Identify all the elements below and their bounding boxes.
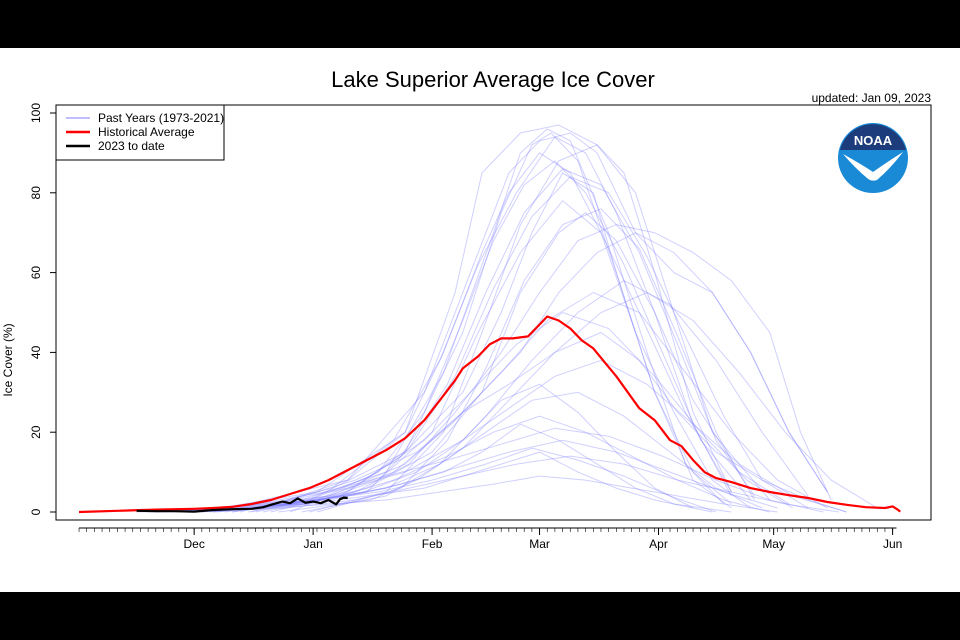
past-year-line — [278, 291, 878, 513]
chart-title: Lake Superior Average Ice Cover — [331, 67, 655, 92]
x-tick-label: May — [762, 537, 785, 551]
plot-frame — [55, 104, 932, 521]
legend-label-past-years: Past Years (1973-2021) — [98, 111, 224, 125]
ice-cover-chart: Lake Superior Average Ice Cover updated:… — [1, 67, 932, 551]
past-year-line — [247, 168, 755, 513]
past-year-line — [255, 176, 809, 513]
past-year-line — [270, 212, 790, 513]
y-tick-label: 80 — [29, 186, 43, 200]
y-tick-label: 20 — [29, 425, 43, 439]
past-year-line — [251, 152, 751, 513]
y-tick-label: 100 — [29, 103, 43, 123]
y-tick-label: 60 — [29, 266, 43, 280]
y-axis-label: Ice Cover (%) — [1, 323, 15, 396]
past-year-line — [178, 475, 778, 513]
x-tick-label: Apr — [649, 537, 668, 551]
past-year-line — [155, 423, 732, 513]
past-year-line — [240, 136, 732, 513]
past-year-line — [209, 439, 778, 513]
past-year-line — [232, 291, 828, 513]
x-tick-label: Feb — [422, 537, 443, 551]
noaa-logo: NOAA — [838, 123, 908, 193]
legend-label-2023: 2023 to date — [98, 139, 165, 153]
series-2023-line — [136, 496, 348, 513]
past-year-line — [171, 427, 824, 513]
y-tick-label: 0 — [29, 508, 43, 515]
main-series-lines — [78, 315, 901, 514]
legend-label-historical-average: Historical Average — [98, 125, 195, 139]
past-year-line — [232, 172, 732, 513]
past-year-line — [301, 280, 809, 513]
y-tick-label: 40 — [29, 345, 43, 359]
x-tick-label: Jun — [883, 537, 902, 551]
x-axis: Dec Jan Feb Mar Apr May Jun — [78, 527, 902, 551]
past-year-line — [289, 160, 751, 513]
series-historical-average-line — [78, 315, 901, 514]
past-year-line — [163, 415, 770, 513]
past-year-line — [309, 144, 732, 513]
updated-date: updated: Jan 09, 2023 — [812, 91, 932, 105]
noaa-logo-top-arc — [840, 124, 906, 150]
past-year-line — [194, 124, 771, 513]
past-year-line — [213, 132, 828, 513]
past-year-line — [186, 331, 847, 513]
past-year-line — [136, 451, 713, 513]
past-year-line — [201, 359, 847, 513]
x-tick-label: Mar — [529, 537, 550, 551]
x-tick-label: Jan — [303, 537, 322, 551]
past-year-line — [224, 391, 763, 513]
noaa-logo-text: NOAA — [854, 133, 893, 148]
past-years-lines — [136, 124, 878, 513]
x-tick-label: Dec — [183, 537, 204, 551]
legend: Past Years (1973-2021) Historical Averag… — [55, 104, 225, 161]
y-axis: 0 20 40 60 80 100 — [29, 103, 56, 515]
past-year-line — [155, 128, 725, 513]
noaa-logo-bird — [843, 152, 903, 181]
past-year-line — [174, 383, 694, 513]
past-year-line — [217, 311, 794, 513]
past-year-line — [316, 208, 755, 513]
past-year-line — [194, 455, 839, 513]
past-year-line — [213, 200, 732, 513]
past-year-line — [263, 224, 832, 513]
past-year-line — [194, 232, 828, 513]
past-year-line — [174, 132, 732, 513]
chart-canvas: Lake Superior Average Ice Cover updated:… — [0, 48, 960, 592]
